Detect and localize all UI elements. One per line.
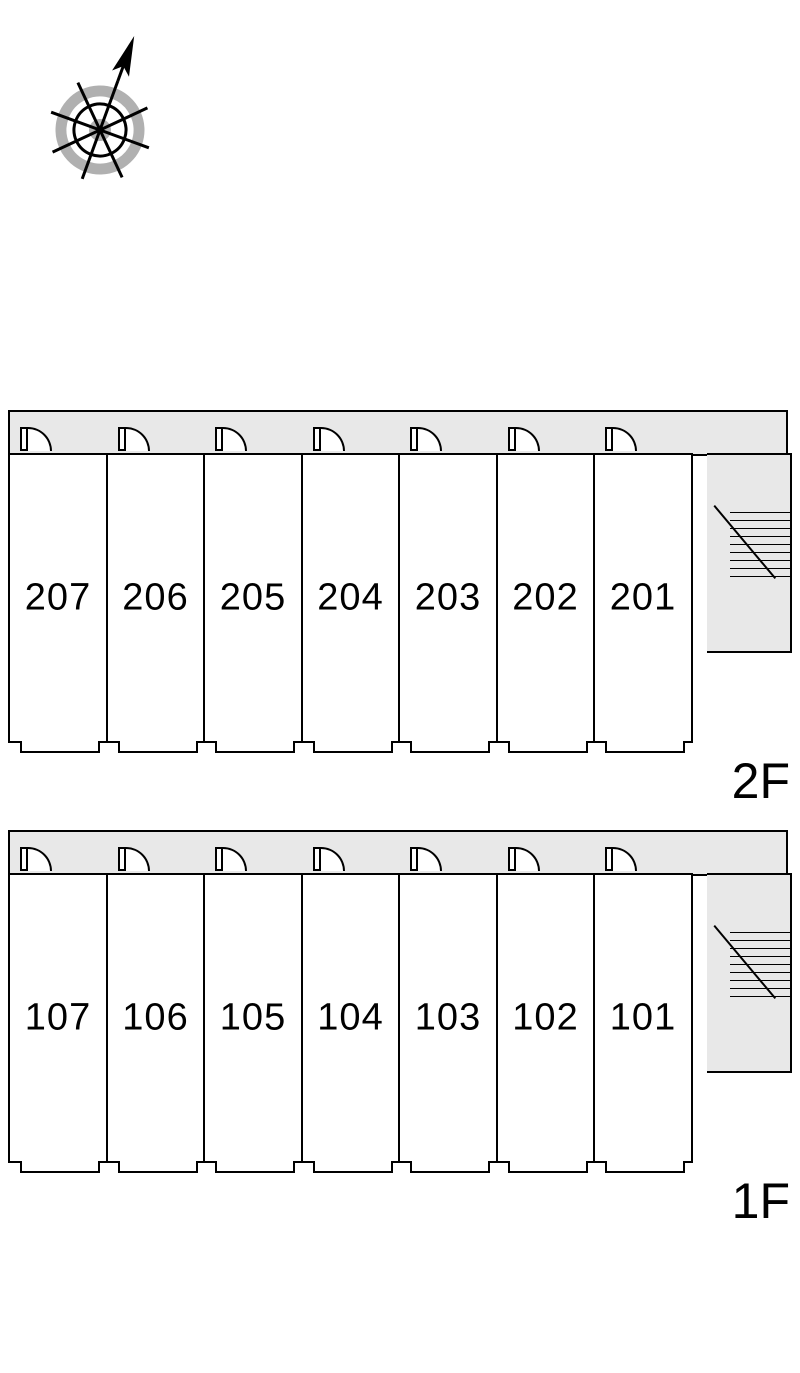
stair-area-2f [707,453,792,653]
balcony-icon [118,741,198,753]
balcony-icon [215,741,295,753]
door-icon [215,415,243,451]
room-unit: 203 [398,453,498,743]
door-icon [313,835,341,871]
room-unit: 101 [593,873,693,1163]
door-icon [605,415,633,451]
room-number: 105 [220,997,286,1040]
balcony-icon [215,1161,295,1173]
room-unit: 202 [496,453,596,743]
room-number: 207 [25,577,91,620]
room-unit: 106 [106,873,206,1163]
room-number: 202 [512,577,578,620]
balcony-icon [313,1161,393,1173]
door-icon [508,415,536,451]
balcony-icon [20,1161,100,1173]
room-number: 102 [512,997,578,1040]
room-number: 201 [610,577,676,620]
door-icon [508,835,536,871]
stairs-icon [730,505,790,595]
room-unit: 102 [496,873,596,1163]
room-unit: 201 [593,453,693,743]
door-icon [215,835,243,871]
room-number: 205 [220,577,286,620]
room-unit: 205 [203,453,303,743]
floor-label: 2F [732,752,790,810]
room-number: 106 [122,997,188,1040]
rooms-row-1f: 107 106 105 104 103 102 [8,830,693,1163]
door-icon [313,415,341,451]
room-unit: 207 [8,453,108,743]
balcony-icon [605,1161,685,1173]
balcony-icon [410,741,490,753]
balcony-icon [313,741,393,753]
balcony-icon [508,1161,588,1173]
room-unit: 105 [203,873,303,1163]
door-icon [410,835,438,871]
room-number: 101 [610,997,676,1040]
balcony-icon [508,741,588,753]
room-number: 107 [25,997,91,1040]
rooms-row-2f: 207 206 205 204 203 202 [8,410,693,743]
stair-area-1f [707,873,792,1073]
balcony-icon [605,741,685,753]
balcony-icon [20,741,100,753]
room-number: 103 [415,997,481,1040]
room-unit: 206 [106,453,206,743]
room-number: 104 [317,997,383,1040]
door-icon [118,415,146,451]
balcony-icon [410,1161,490,1173]
room-unit: 204 [301,453,401,743]
room-unit: 107 [8,873,108,1163]
stairs-icon [730,925,790,1015]
room-number: 203 [415,577,481,620]
door-icon [20,835,48,871]
compass-rose [30,20,170,200]
door-icon [20,415,48,451]
door-icon [118,835,146,871]
floor-label: 1F [732,1172,790,1230]
balcony-icon [118,1161,198,1173]
door-icon [605,835,633,871]
door-icon [410,415,438,451]
room-number: 206 [122,577,188,620]
room-number: 204 [317,577,383,620]
room-unit: 104 [301,873,401,1163]
room-unit: 103 [398,873,498,1163]
